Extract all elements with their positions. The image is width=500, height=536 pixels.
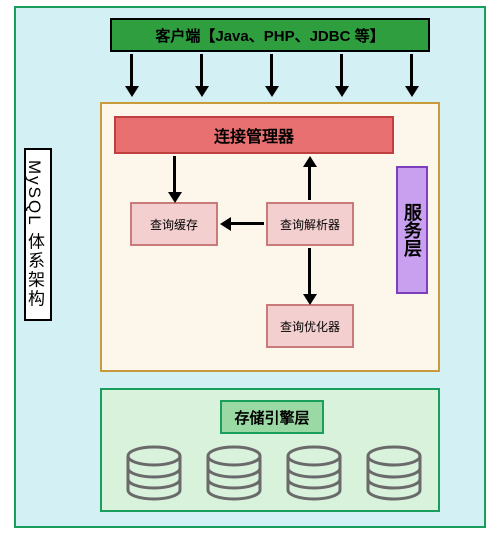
- arrow-head-icon: [303, 156, 317, 167]
- database-icon: [364, 444, 424, 509]
- arrow-head-icon: [303, 294, 317, 305]
- arrow-parser-cache: [228, 222, 264, 225]
- database-icon: [204, 444, 264, 509]
- database-icon: [124, 444, 184, 509]
- query-optimizer-box: 查询优化器: [266, 304, 354, 348]
- database-icon: [284, 444, 344, 509]
- arrow-head-icon: [168, 192, 182, 203]
- query-cache-box: 查询缓存: [130, 202, 218, 246]
- storage-layer: 存储引擎层: [100, 388, 440, 512]
- arrow-parser-optim: [308, 248, 311, 296]
- arrow-head-icon: [220, 217, 231, 231]
- connection-manager-box: 连接管理器: [114, 116, 394, 154]
- service-layer: 连接管理器 服务层 查询缓存 查询解析器 查询优化器: [100, 102, 440, 372]
- diagram-title: MySQL 体系架构: [24, 148, 52, 321]
- storage-layer-label: 存储引擎层: [220, 400, 324, 434]
- query-parser-box: 查询解析器: [266, 202, 354, 246]
- arrow-connmgr-cache: [173, 156, 176, 196]
- client-box: 客户端【Java、PHP、JDBC 等】: [110, 18, 430, 52]
- arrow-parser-connmgr: [308, 166, 311, 200]
- service-layer-label: 服务层: [396, 166, 428, 294]
